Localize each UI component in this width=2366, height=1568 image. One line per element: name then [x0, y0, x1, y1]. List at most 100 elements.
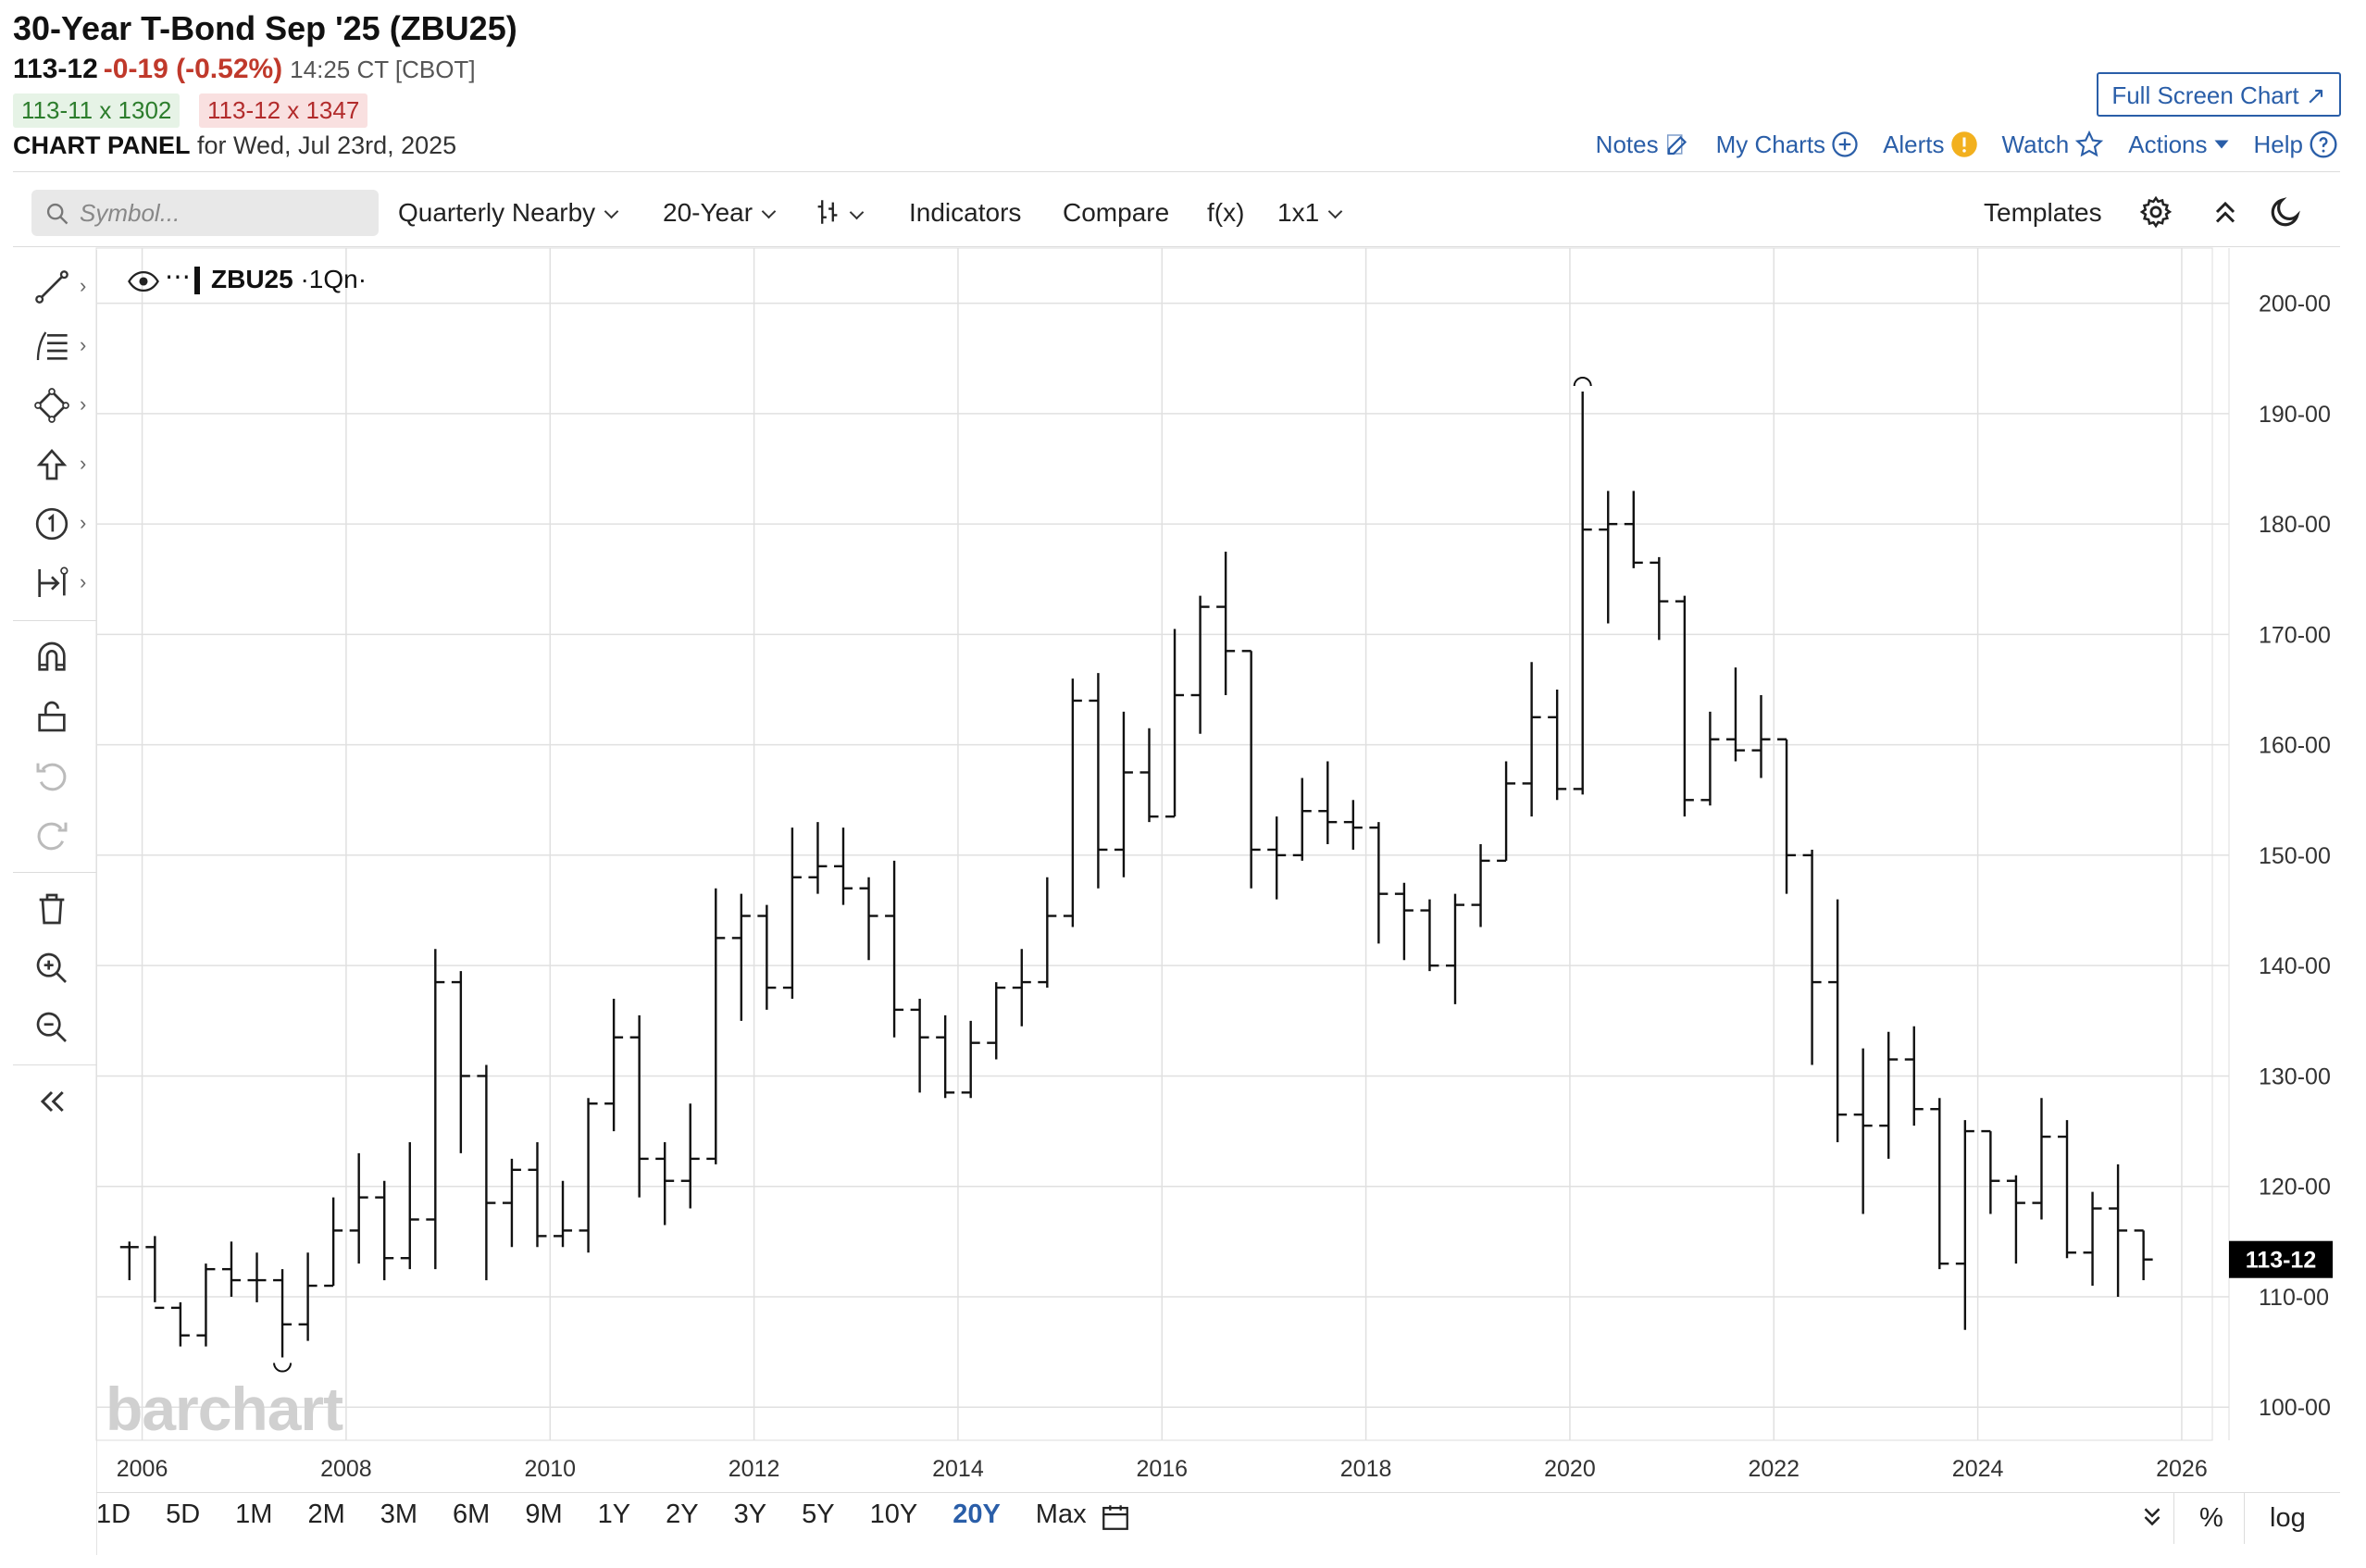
- log-scale-toggle[interactable]: log: [2270, 1503, 2306, 1533]
- range-button-6m[interactable]: 6M: [453, 1500, 491, 1529]
- trash-icon[interactable]: [33, 890, 70, 927]
- range-button-5d[interactable]: 5D: [166, 1500, 201, 1529]
- date-picker-button[interactable]: [1100, 1501, 1131, 1537]
- ohlc-bar: [2109, 1164, 2128, 1297]
- range-button-1m[interactable]: 1M: [235, 1500, 273, 1529]
- ohlc-bar: [2134, 1229, 2153, 1281]
- eye-icon[interactable]: [128, 270, 159, 292]
- ohlc-bar: [629, 1014, 649, 1198]
- range-button-9m[interactable]: 9M: [525, 1500, 563, 1529]
- period-dropdown[interactable]: Quarterly Nearby: [398, 198, 619, 228]
- numbered-marker-icon: [35, 507, 68, 541]
- chart-type-dropdown[interactable]: [815, 198, 865, 229]
- sidebar-divider: [13, 1064, 96, 1065]
- last-price-tag-label: 113-12: [2246, 1248, 2316, 1274]
- plot-border: [95, 247, 2213, 1441]
- range-button-3m[interactable]: 3M: [380, 1500, 418, 1529]
- ohlc-bar: [579, 1098, 598, 1253]
- range-button-max[interactable]: Max: [1035, 1500, 1087, 1529]
- ohlc-bar: [1777, 738, 1797, 894]
- y-tick-label: 100-00: [2259, 1395, 2331, 1421]
- symbol-search-input[interactable]: Symbol...: [31, 190, 379, 236]
- magnet-icon[interactable]: [33, 639, 70, 676]
- ohlc-bars-icon: [817, 200, 838, 224]
- zoom-in-icon[interactable]: [33, 950, 70, 987]
- ohlc-bar: [1853, 1048, 1873, 1214]
- ohlc-bar: [1955, 1120, 1974, 1330]
- range-dropdown[interactable]: 20-Year: [663, 198, 777, 228]
- range-button-3y[interactable]: 3Y: [733, 1500, 767, 1529]
- help-link[interactable]: Help: [2254, 130, 2338, 159]
- last-price: 113-12: [13, 54, 98, 84]
- ohlc-bar: [1012, 949, 1031, 1027]
- actions-label: Actions: [2128, 130, 2208, 158]
- compare-button[interactable]: Compare: [1063, 198, 1170, 227]
- settings-button[interactable]: [2138, 194, 2173, 234]
- last-price-tag: [2229, 1240, 2333, 1278]
- watch-label: Watch: [2001, 130, 2070, 158]
- ohlc-bar: [1981, 1129, 2000, 1214]
- ohlc-bar: [706, 888, 726, 1164]
- calendar-icon: [1102, 1505, 1128, 1530]
- more-options-icon[interactable]: ⋯: [165, 262, 191, 291]
- alerts-label: Alerts: [1883, 130, 1945, 158]
- ohlc-bar: [1802, 849, 1822, 1065]
- collapse-toolbar-button[interactable]: [2209, 194, 2242, 234]
- zoom-out-icon[interactable]: [33, 1009, 70, 1046]
- range-button-2m[interactable]: 2M: [307, 1500, 345, 1529]
- ohlc-bar: [324, 1197, 343, 1288]
- undo-icon[interactable]: [33, 757, 70, 794]
- time-range-bar: 1D 5D 1M 2M 3M 6M 9M 1Y 2Y 3Y 5Y 10Y 20Y Max: [96, 1500, 1122, 1546]
- dark-mode-toggle[interactable]: [2268, 194, 2303, 234]
- ohlc-bar: [1879, 1031, 1899, 1159]
- full-screen-chart-button[interactable]: Full Screen Chart ↗: [2097, 72, 2341, 117]
- double-chevron-left-icon[interactable]: [33, 1083, 70, 1120]
- double-chevron-up-icon: [2215, 201, 2235, 223]
- ohlc-bar: [1165, 628, 1185, 818]
- ohlc-bar: [1930, 1098, 1949, 1270]
- x-tick-label: 2020: [1544, 1456, 1596, 1482]
- range-label: 20-Year: [663, 198, 753, 227]
- quote-time: 14:25 CT [CBOT]: [290, 56, 476, 83]
- range-button-10y[interactable]: 10Y: [869, 1500, 918, 1529]
- help-label: Help: [2253, 130, 2303, 158]
- toolbar-divider: [13, 246, 2340, 247]
- ohlc-bar: [655, 1142, 675, 1226]
- percent-scale-toggle[interactable]: %: [2199, 1503, 2223, 1533]
- alerts-link[interactable]: Alerts: [1883, 130, 1977, 159]
- ohlc-bar: [554, 1180, 573, 1248]
- function-button[interactable]: f(x): [1207, 198, 1245, 227]
- watch-link[interactable]: Watch: [2002, 130, 2105, 159]
- unlock-icon[interactable]: [33, 698, 70, 735]
- range-button-20y[interactable]: 20Y: [953, 1500, 1001, 1529]
- ohlc-bar: [477, 1064, 496, 1281]
- ohlc-bar: [1445, 893, 1464, 1004]
- range-button-2y[interactable]: 2Y: [666, 1500, 699, 1529]
- ohlc-bar: [885, 860, 904, 1038]
- shape-icon: [34, 388, 69, 423]
- legend-symbol: ZBU25: [211, 265, 293, 293]
- expand-bottom-button[interactable]: [2138, 1503, 2166, 1536]
- my-charts-link[interactable]: My Charts: [1716, 130, 1859, 159]
- ohlc-bar: [936, 1014, 955, 1099]
- templates-button[interactable]: Templates: [1984, 198, 2102, 227]
- range-button-5y[interactable]: 5Y: [802, 1500, 835, 1529]
- range-button-1d[interactable]: 1D: [96, 1500, 131, 1529]
- chevron-right-icon: ›: [80, 452, 87, 475]
- redo-icon[interactable]: [33, 816, 70, 853]
- range-button-1y[interactable]: 1Y: [597, 1500, 631, 1529]
- actions-menu[interactable]: Actions: [2128, 130, 2229, 159]
- layout-dropdown[interactable]: 1x1: [1277, 198, 1343, 228]
- gear-icon: [2139, 195, 2173, 229]
- indicators-button[interactable]: Indicators: [909, 198, 1022, 227]
- x-tick-label: 2010: [524, 1456, 576, 1482]
- chart-axes: 100-00 110-00 120-00 130-00 140-00 150-00 160-…: [117, 292, 2333, 1482]
- chart-panel-date: CHART PANEL for Wed, Jul 23rd, 2025: [13, 131, 456, 160]
- ohlc-bar: [910, 998, 929, 1093]
- notes-link[interactable]: Notes: [1596, 130, 1692, 159]
- chevron-right-icon: ›: [80, 570, 87, 593]
- ohlc-bar: [757, 904, 777, 1010]
- ohlc-bar: [221, 1241, 241, 1297]
- ohlc-bar: [1497, 761, 1516, 863]
